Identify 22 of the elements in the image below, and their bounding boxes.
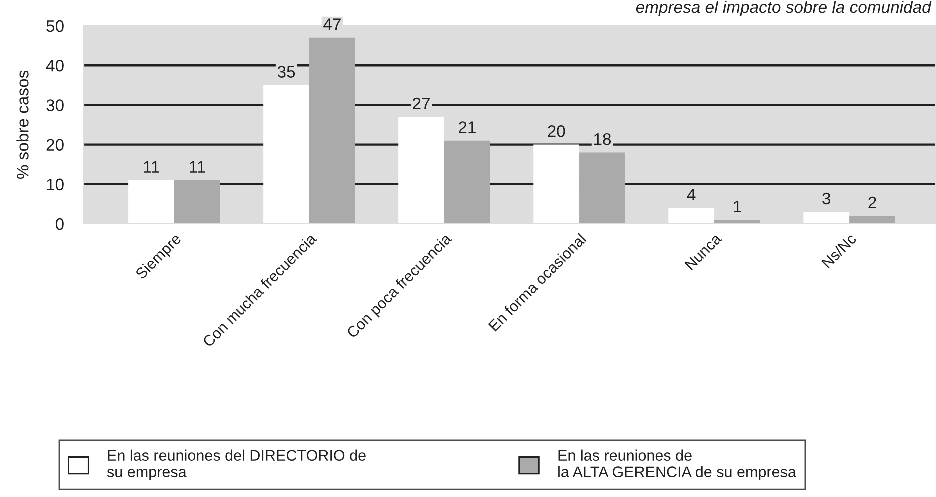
- data-label: 47: [324, 18, 341, 30]
- y-tick-label: 50: [46, 20, 64, 32]
- data-label: 1: [734, 200, 742, 212]
- y-axis-title: % sobre casos: [16, 70, 29, 180]
- y-tick-label: 20: [46, 139, 64, 152]
- y-tick-label: 30: [46, 100, 64, 112]
- data-label: 4: [687, 189, 696, 201]
- y-tick-label: 0: [56, 218, 64, 230]
- chart-title: empresa el impacto sobre la comunidad: [636, 0, 932, 17]
- data-label: 20: [548, 126, 566, 138]
- data-label: 11: [144, 161, 160, 173]
- y-tick-label: 10: [47, 178, 64, 191]
- data-label: 35: [278, 66, 296, 78]
- data-label: 11: [190, 161, 206, 173]
- data-label: 18: [594, 133, 612, 146]
- data-label: 21: [459, 122, 476, 134]
- legend-label: En las reuniones del DIRECTORIO de su empresa: [107, 450, 366, 481]
- legend-label: En las reuniones de la ALTA GERENCIA de su empresa: [558, 450, 796, 481]
- data-label: 27: [413, 98, 430, 110]
- data-label: 2: [868, 196, 876, 208]
- data-label: 3: [822, 192, 831, 205]
- y-tick-label: 40: [46, 60, 64, 72]
